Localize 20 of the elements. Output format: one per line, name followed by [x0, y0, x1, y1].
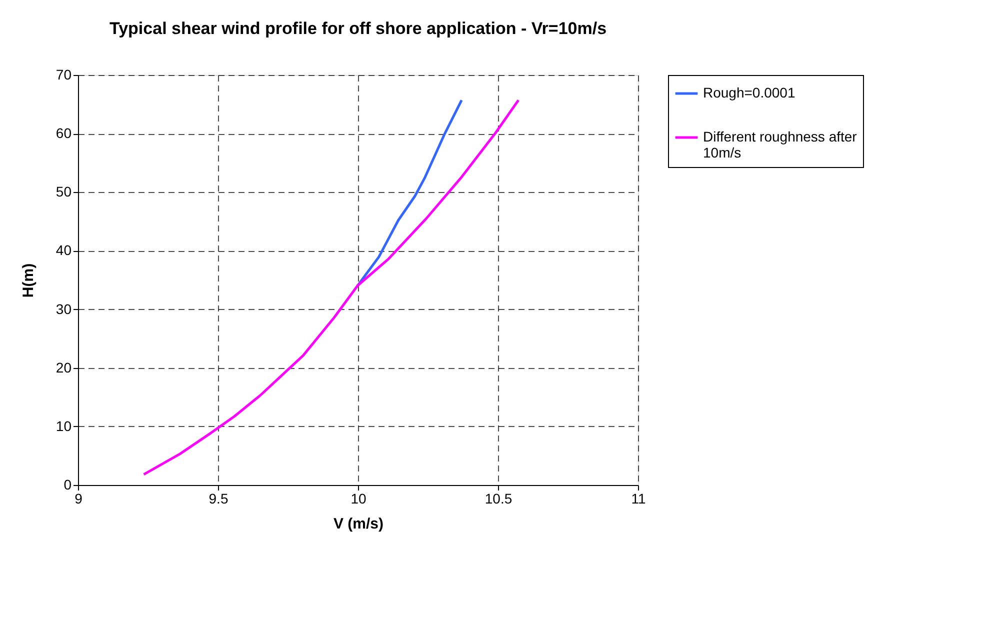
- chart-title: Typical shear wind profile for off shore application - Vr=10m/s: [109, 19, 607, 38]
- y-tick-label: 10: [56, 418, 72, 434]
- y-tick-label: 40: [56, 242, 72, 258]
- x-tick-label: 9: [74, 490, 83, 506]
- legend-label: Rough=0.0001: [703, 84, 796, 100]
- x-tick-label: 11: [631, 490, 646, 506]
- x-axis-title: V (m/s): [333, 516, 384, 532]
- x-tick-label: 10.5: [484, 490, 512, 506]
- line-series: [356, 98, 463, 288]
- y-tick-label: 70: [56, 66, 72, 82]
- y-tick-label: 60: [56, 125, 72, 142]
- y-tick-label: 50: [56, 184, 72, 200]
- x-tick-label: 9.5: [208, 490, 228, 506]
- x-tick-label: 10: [350, 490, 366, 506]
- y-tick-label: 30: [56, 300, 72, 317]
- line-series: [142, 98, 520, 476]
- y-tick-label: 0: [64, 476, 72, 492]
- y-tick-label: 20: [56, 359, 72, 376]
- y-axis-title: H(m): [20, 263, 37, 298]
- legend-label: Different roughness after 10m/s: [703, 128, 858, 160]
